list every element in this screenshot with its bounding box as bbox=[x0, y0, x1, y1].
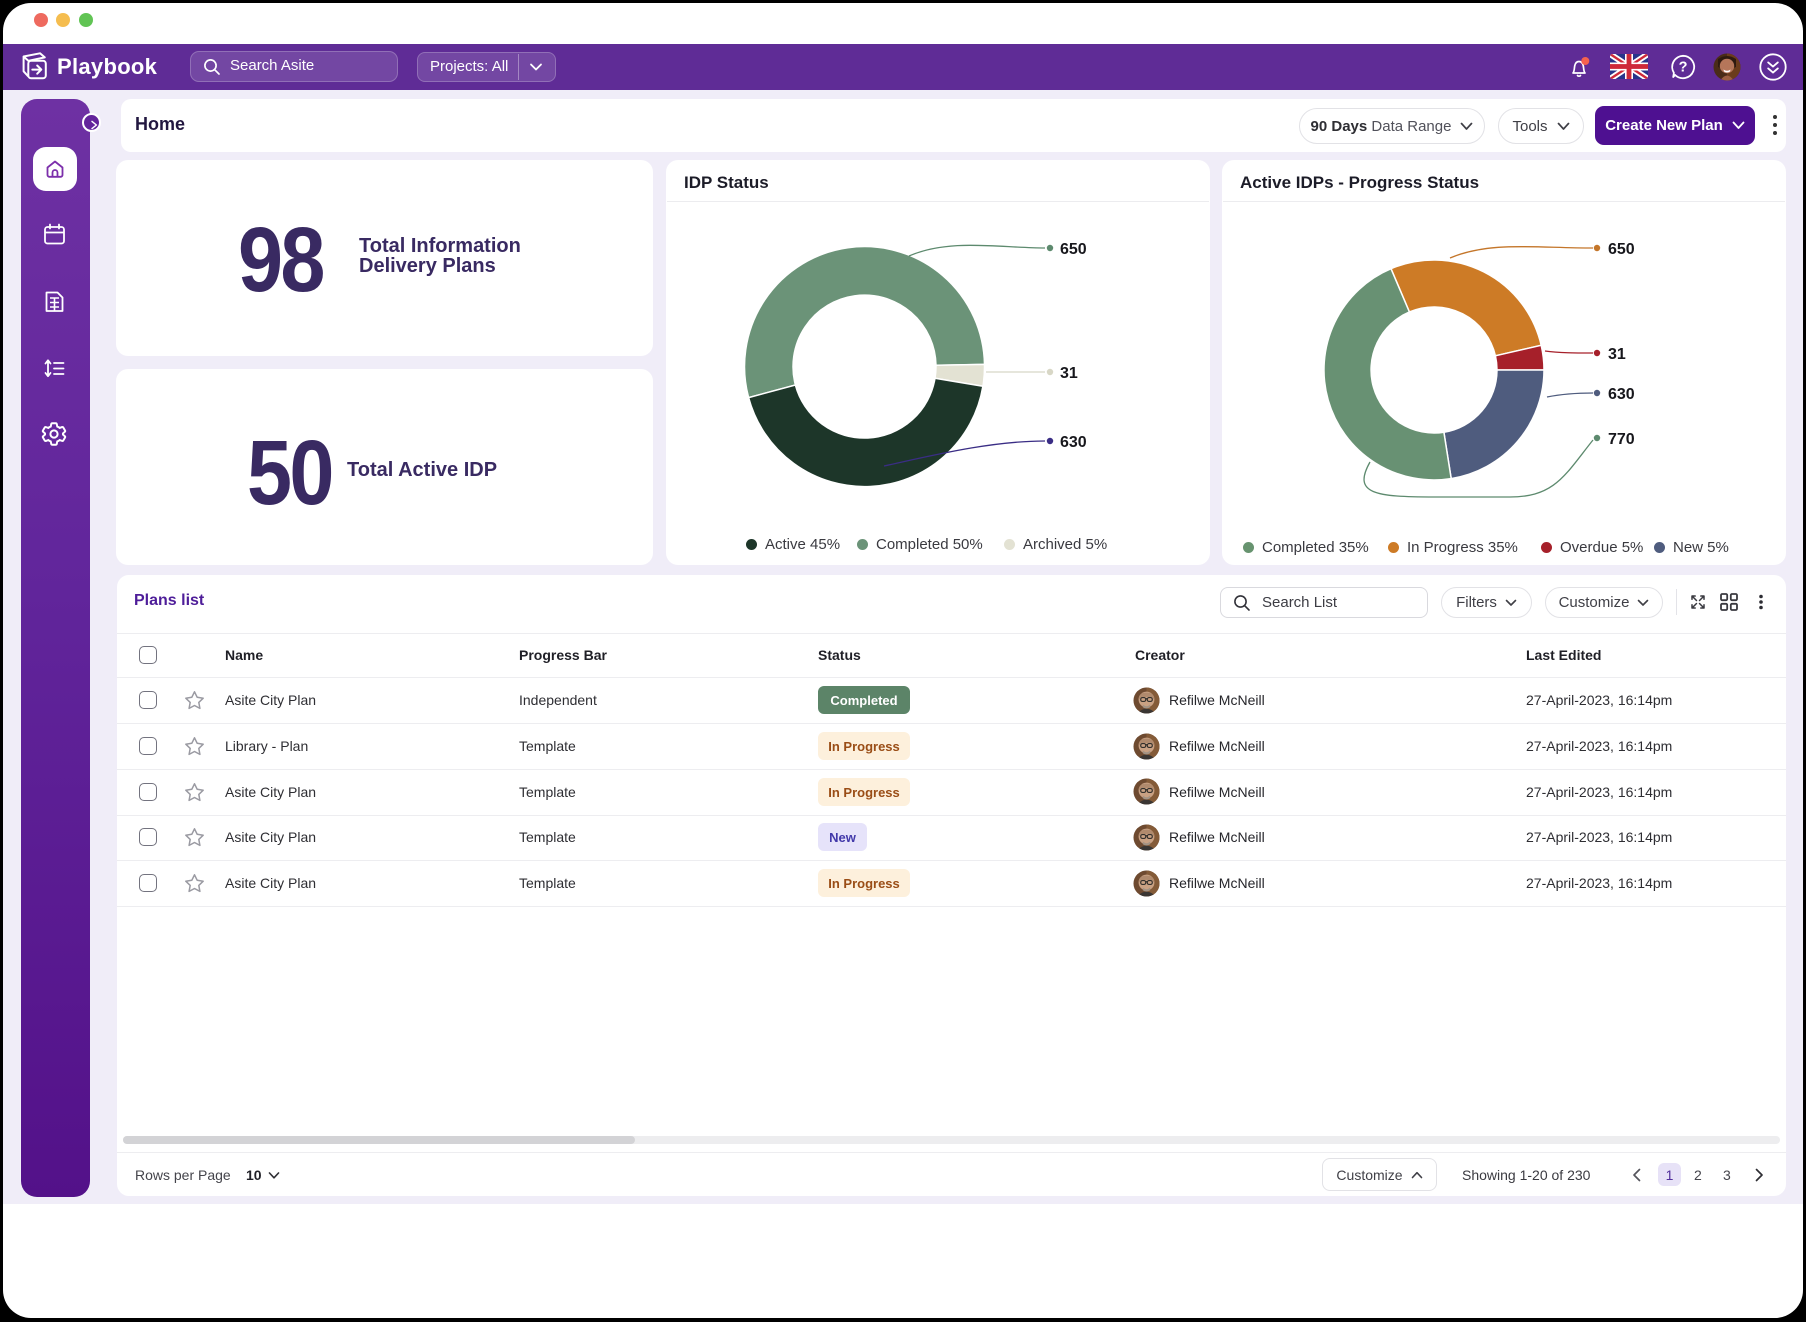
svg-text:?: ? bbox=[1679, 60, 1688, 76]
svg-text:770: 770 bbox=[1608, 431, 1635, 448]
svg-text:650: 650 bbox=[1608, 241, 1635, 258]
svg-text:630: 630 bbox=[1060, 434, 1087, 451]
svg-text:650: 650 bbox=[1060, 241, 1087, 258]
svg-text:630: 630 bbox=[1608, 386, 1635, 403]
svg-text:31: 31 bbox=[1060, 365, 1078, 382]
svg-text:31: 31 bbox=[1608, 346, 1626, 363]
